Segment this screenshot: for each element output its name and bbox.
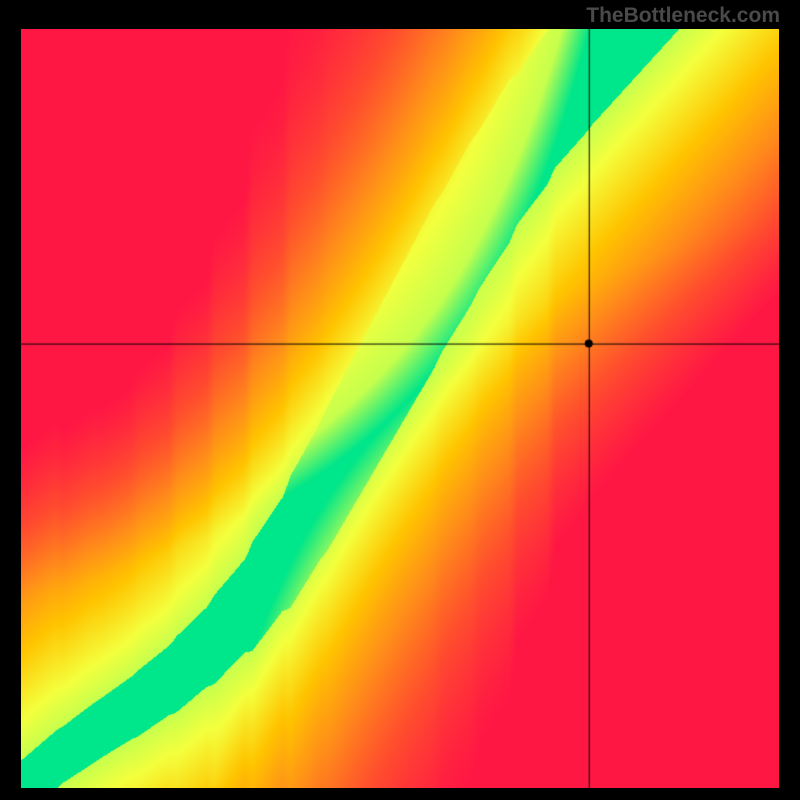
crosshair-overlay (21, 29, 779, 788)
chart-container: TheBottleneck.com (0, 0, 800, 800)
watermark-text: TheBottleneck.com (586, 4, 780, 28)
